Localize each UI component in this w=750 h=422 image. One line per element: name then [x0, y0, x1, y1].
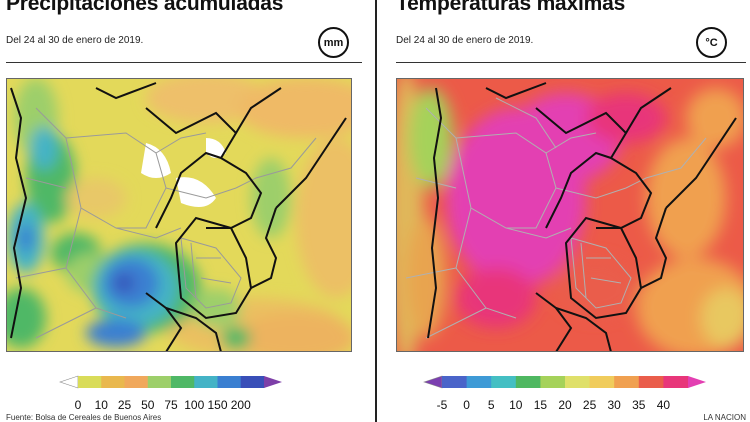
temp-legend-swatch	[515, 376, 541, 388]
temp-legend-tick-label: 20	[558, 398, 572, 412]
precipitation-map	[6, 78, 352, 352]
temperature-legend	[423, 375, 706, 389]
temperature-divider	[396, 62, 746, 63]
temp-legend-tick-label: 40	[656, 398, 671, 412]
temp-legend-swatch	[565, 376, 591, 388]
precip-legend-swatch	[240, 376, 265, 388]
precipitation-subtitle: Del 24 al 30 de enero de 2019.	[6, 35, 144, 46]
precipitation-legend-bar	[59, 375, 282, 389]
precip-map-frame	[6, 78, 352, 352]
temp-legend-swatch	[614, 376, 640, 388]
temperature-subtitle: Del 24 al 30 de enero de 2019.	[396, 35, 534, 46]
panel-separator	[372, 0, 382, 422]
precip-legend-swatch	[171, 376, 195, 388]
precip-legend-cap-low	[59, 375, 79, 389]
precip-legend-tick-label: 50	[141, 398, 155, 412]
temp-color-field	[396, 78, 744, 352]
precipitation-unit-badge: mm	[318, 27, 349, 58]
precip-legend-tick-label: 25	[117, 398, 132, 412]
temp-legend-tick-label: -5	[436, 398, 448, 412]
precip-no-data-zones	[141, 138, 226, 207]
precip-legend-tick-label: 150	[207, 398, 228, 412]
precipitation-legend-ticks: 0 10 25 50 75 100 150 200	[60, 398, 282, 414]
precip-legend-cap-high	[264, 376, 282, 388]
temp-legend-cap-high	[688, 376, 706, 388]
temp-legend-swatch	[663, 376, 689, 388]
precip-legend-swatch	[147, 376, 172, 388]
precip-legend-swatch	[78, 376, 102, 388]
precip-legend-swatch	[124, 376, 149, 388]
temperature-title: Temperaturas máximas	[396, 0, 626, 15]
precipitation-map-svg	[6, 78, 352, 352]
temperature-panel: Temperaturas máximas Del 24 al 30 de ene…	[382, 0, 750, 422]
temp-legend-tick-label: 35	[632, 398, 646, 412]
temp-legend-swatch	[442, 376, 468, 388]
precipitation-panel: Precipitaciones acumuladas Del 24 al 30 …	[0, 0, 372, 422]
temperature-unit-badge: °C	[696, 27, 727, 58]
temp-legend-swatch	[466, 376, 492, 388]
precip-legend-swatch	[101, 376, 125, 388]
precipitation-legend	[59, 375, 282, 389]
temp-legend-swatch	[540, 376, 566, 388]
precip-country-borders	[10, 82, 347, 352]
temp-legend-swatch	[491, 376, 517, 388]
temp-legend-tick-label: 30	[607, 398, 621, 412]
temp-country-borders	[427, 82, 737, 352]
temperature-map-svg	[396, 78, 744, 352]
precip-legend-tick-label: 75	[164, 398, 178, 412]
precip-province-borders	[15, 107, 317, 339]
temperature-legend-ticks: -5 0 5 10 15 20 25 30 35 40	[424, 398, 706, 414]
precip-legend-tick-label: 200	[230, 398, 251, 412]
precipitation-title: Precipitaciones acumuladas	[6, 0, 284, 15]
temp-legend-swatch	[638, 376, 664, 388]
temp-map-frame	[396, 78, 744, 352]
temp-legend-tick-label: 0	[463, 398, 470, 412]
temp-legend-swatch	[589, 376, 615, 388]
temp-legend-cap-low	[423, 375, 443, 389]
publisher-credit: LA NACION	[703, 413, 746, 422]
temperature-legend-bar	[423, 375, 706, 389]
temperature-map	[396, 78, 744, 352]
precip-legend-tick-label: 10	[94, 398, 108, 412]
precip-legend-tick-label: 0	[74, 398, 82, 412]
temp-legend-tick-label: 25	[582, 398, 597, 412]
temp-legend-tick-label: 5	[487, 398, 495, 412]
precipitation-source: Fuente: Bolsa de Cereales de Buenos Aire…	[6, 413, 162, 422]
precip-legend-tick-label: 100	[184, 398, 205, 412]
precip-legend-swatch	[194, 376, 218, 388]
temp-legend-tick-label: 15	[533, 398, 548, 412]
precip-legend-swatch	[217, 376, 242, 388]
precipitation-divider	[6, 62, 362, 63]
temp-legend-tick-label: 10	[509, 398, 523, 412]
